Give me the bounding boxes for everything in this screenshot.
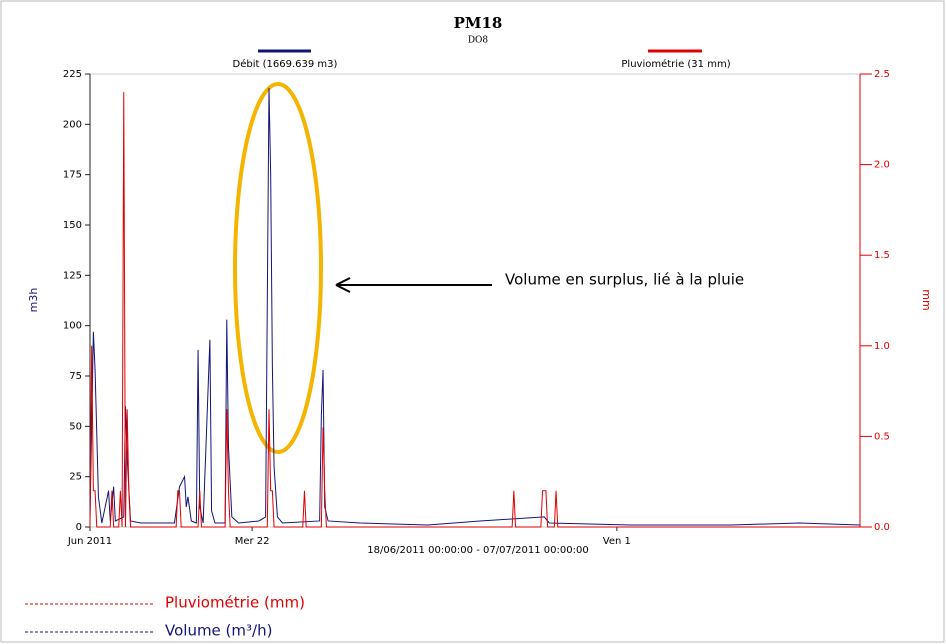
y-tick-label: 75 bbox=[69, 371, 82, 382]
y-tick-label: 175 bbox=[63, 170, 82, 181]
y2-tick-label: 2.0 bbox=[874, 160, 890, 171]
legend-label: Pluviométrie (31 mm) bbox=[621, 58, 730, 70]
y-tick-label: 50 bbox=[69, 421, 82, 432]
y-tick-label: 100 bbox=[63, 321, 82, 332]
y-tick-label: 225 bbox=[63, 69, 82, 80]
y-tick-label: 200 bbox=[63, 119, 82, 130]
arrow-head bbox=[335, 277, 351, 293]
chart-title: PM18 bbox=[454, 14, 503, 32]
y2-tick-label: 1.5 bbox=[874, 250, 890, 261]
legend-label: Débit (1669.639 m3) bbox=[233, 58, 338, 70]
y-tick-label: 0 bbox=[76, 522, 82, 533]
legend-note: Volume (m³/h) bbox=[165, 622, 272, 640]
annotation: Volume en surplus, lié à la pluie bbox=[505, 271, 744, 289]
y2-tick-label: 2.5 bbox=[874, 69, 890, 80]
y2-tick-label: 0.0 bbox=[874, 522, 890, 533]
y-tick-label: 25 bbox=[69, 472, 82, 483]
x-tick-label: Jun 2011 bbox=[67, 536, 112, 547]
x-axis-label: 18/06/2011 00:00:00 - 07/07/2011 00:00:0… bbox=[367, 545, 588, 556]
y-axis-label: m3h bbox=[27, 288, 40, 313]
x-tick-label: Mer 22 bbox=[235, 536, 270, 547]
y2-tick-label: 1.0 bbox=[874, 341, 890, 352]
chart-subtitle: DO8 bbox=[468, 36, 489, 46]
y-tick-label: 150 bbox=[63, 220, 82, 231]
highlight-ellipse bbox=[233, 82, 323, 454]
y2-axis-label: mm bbox=[920, 289, 933, 310]
y-tick-label: 125 bbox=[63, 270, 82, 281]
legend-note: Pluviométrie (mm) bbox=[165, 594, 305, 612]
x-tick-label: Ven 1 bbox=[603, 536, 631, 547]
series-line bbox=[89, 92, 860, 528]
y2-tick-label: 0.5 bbox=[874, 431, 890, 442]
